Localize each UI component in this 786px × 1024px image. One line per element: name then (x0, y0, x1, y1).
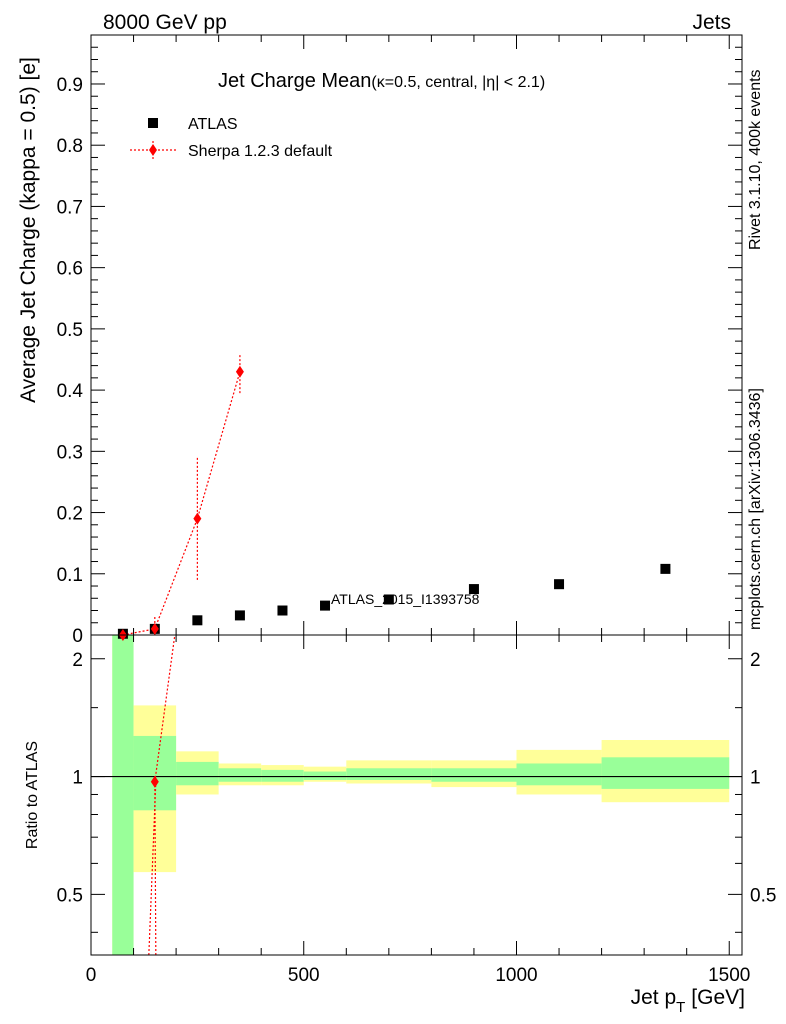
sherpa-point-1 (150, 622, 159, 635)
ratio-inner-band-2 (176, 761, 219, 786)
ratio-sherpa-line-up (154, 634, 176, 782)
main-y-tick-label-9: 0.9 (57, 75, 83, 96)
atlas-point-2 (192, 615, 203, 626)
ratio-y-axis-label: Ratio to ATLAS (24, 741, 41, 849)
main-y-tick-label-6: 0.6 (57, 259, 83, 280)
ratio-y-tick-label-left-2: 2 (72, 650, 83, 671)
ratio-inner-band-1 (133, 735, 177, 811)
atlas-point-9 (660, 563, 671, 574)
ratio-y-tick-label-right-1: 1 (750, 768, 761, 789)
x-axis-label-subscript: T (676, 999, 685, 1016)
main-chart-title: Jet Charge Mean(κ=0.5, central, |η| < 2.… (218, 70, 545, 92)
x-tick-label-2: 1000 (495, 965, 537, 986)
main-y-tick-label-3: 0.3 (57, 442, 83, 463)
sherpa-line (122, 371, 241, 636)
x-tick-label-0: 0 (86, 965, 97, 986)
main-y-tick-label-0: 0 (72, 626, 83, 647)
legend-sherpa-label: Sherpa 1.2.3 default (188, 143, 333, 160)
atlas-point-4 (277, 605, 288, 616)
main-axis-ticks: 0 0.1 0.2 0.3 0.4 0.5 0.6 0.7 0.8 0.9 (57, 35, 742, 647)
ratio-inner-band-0 (112, 635, 134, 955)
x-axis-label-text: Jet p (631, 986, 677, 1009)
main-y-tick-label-4: 0.4 (57, 381, 84, 402)
rivet-info-label: Rivet 3.1.10, 400k events (747, 69, 764, 250)
main-y-tick-label-7: 0.7 (57, 197, 83, 218)
x-tick-label-1: 500 (288, 965, 320, 986)
ratio-y-tick-label-right-0: 0.5 (750, 885, 776, 906)
ratio-inner-band-3 (218, 768, 262, 782)
ratio-inner-band-5 (303, 771, 347, 780)
main-title-text: Jet Charge Mean (218, 70, 371, 92)
ratio-series-marks (148, 634, 176, 956)
main-y-tick-label-8: 0.8 (57, 136, 83, 157)
sherpa-point-2 (193, 512, 202, 525)
x-axis-label: Jet pT [GeV] (631, 986, 745, 1016)
ratio-y-tick-label-right-2: 2 (750, 650, 761, 671)
ratio-inner-band-4 (261, 769, 304, 782)
atlas-point-3 (234, 610, 245, 621)
legend-atlas-label: ATLAS (188, 116, 238, 133)
legend-atlas-marker (148, 118, 158, 128)
main-y-tick-label-5: 0.5 (57, 320, 83, 341)
ratio-inner-band-8 (516, 763, 602, 786)
ratio-inner-band-7 (431, 768, 517, 782)
main-y-axis-label: Average Jet Charge (kappa = 0.5) [e] (17, 57, 40, 403)
main-series-marks (117, 354, 671, 641)
x-tick-label-3: 1500 (708, 965, 750, 986)
atlas-point-7 (468, 584, 479, 595)
ratio-plot-frame (90, 634, 743, 956)
legend: ATLAS Sherpa 1.2.3 default (130, 116, 333, 160)
atlas-point-5 (320, 600, 331, 611)
sherpa-point-3 (235, 365, 244, 378)
atlas-point-6 (383, 594, 394, 605)
mcplots-source-label: mcplots.cern.ch [arXiv:1306.3436] (747, 388, 764, 630)
main-y-tick-label-2: 0.2 (57, 504, 83, 525)
analysis-watermark: ATLAS_2015_I1393758 (331, 591, 480, 607)
ratio-inner-band-9 (601, 757, 730, 789)
header-process-label: Jets (692, 11, 731, 34)
ratio-inner-band-6 (346, 768, 432, 780)
ratio-sherpa-point-0 (150, 775, 159, 788)
x-axis-label-unit: [GeV] (691, 986, 745, 1009)
header-collision-label: 8000 GeV pp (103, 11, 227, 34)
atlas-point-8 (554, 579, 565, 590)
main-y-tick-label-1: 0.1 (57, 565, 83, 586)
ratio-y-tick-label-left-0: 0.5 (57, 885, 83, 906)
main-title-subtext: (κ=0.5, central, |η| < 2.1) (371, 74, 545, 91)
ratio-bands (112, 635, 730, 955)
ratio-y-tick-label-left-1: 1 (72, 768, 83, 789)
legend-sherpa-marker (149, 144, 157, 156)
ratio-sherpa-error-low-2 (154, 781, 157, 956)
